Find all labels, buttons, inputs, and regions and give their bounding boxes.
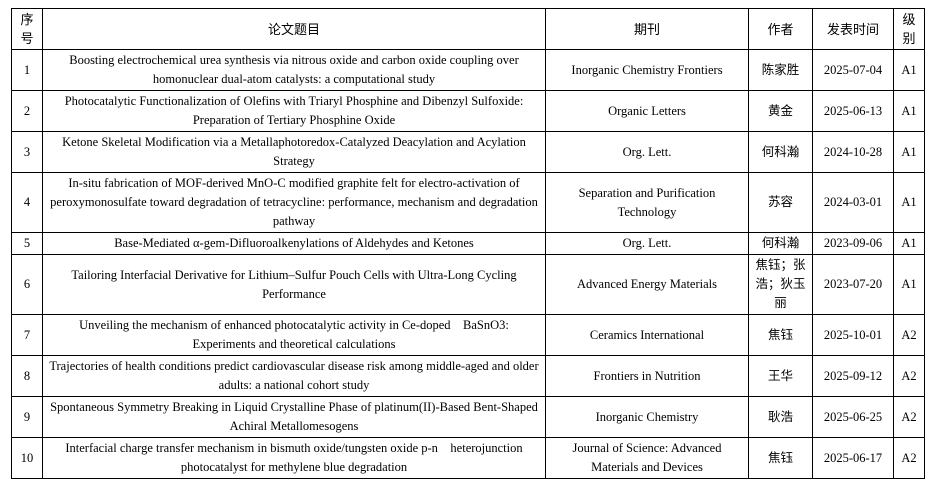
row-number: 7 xyxy=(11,314,43,356)
level-value: A1 xyxy=(893,49,925,91)
level-value: A2 xyxy=(893,314,925,356)
author-name: 焦钰；张浩；狄玉丽 xyxy=(748,254,813,315)
paper-title: Base-Mediated α-gem-Difluoroalkenylation… xyxy=(42,232,546,255)
publish-date: 2024-10-28 xyxy=(812,131,894,173)
header-journal: 期刊 xyxy=(545,8,749,50)
author-name: 陈家胜 xyxy=(748,49,813,91)
author-name: 苏容 xyxy=(748,172,813,233)
level-value: A2 xyxy=(893,355,925,397)
table-row: 1 Boosting electrochemical urea synthesi… xyxy=(11,49,925,91)
row-number: 5 xyxy=(11,232,43,255)
paper-title: Trajectories of health conditions predic… xyxy=(42,355,546,397)
journal-name: Frontiers in Nutrition xyxy=(545,355,749,397)
author-name: 焦钰 xyxy=(748,437,813,479)
author-name: 焦钰 xyxy=(748,314,813,356)
table-row: 4 In-situ fabrication of MOF-derived MnO… xyxy=(11,172,925,233)
table-row: 2 Photocatalytic Functionalization of Ol… xyxy=(11,90,925,132)
publish-date: 2025-10-01 xyxy=(812,314,894,356)
journal-name: Advanced Energy Materials xyxy=(545,254,749,315)
journal-name: Journal of Science: Advanced Materials a… xyxy=(545,437,749,479)
level-value: A1 xyxy=(893,172,925,233)
header-level: 级别 xyxy=(893,8,925,50)
publish-date: 2025-07-04 xyxy=(812,49,894,91)
table-row: 6 Tailoring Interfacial Derivative for L… xyxy=(11,254,925,315)
publish-date: 2023-09-06 xyxy=(812,232,894,255)
author-name: 黄金 xyxy=(748,90,813,132)
journal-name: Org. Lett. xyxy=(545,131,749,173)
journal-name: Organic Letters xyxy=(545,90,749,132)
paper-title: Spontaneous Symmetry Breaking in Liquid … xyxy=(42,396,546,438)
paper-title: Boosting electrochemical urea synthesis … xyxy=(42,49,546,91)
row-number: 8 xyxy=(11,355,43,397)
row-number: 6 xyxy=(11,254,43,315)
level-value: A1 xyxy=(893,131,925,173)
paper-title: Unveiling the mechanism of enhanced phot… xyxy=(42,314,546,356)
row-number: 3 xyxy=(11,131,43,173)
paper-title: Ketone Skeletal Modification via a Metal… xyxy=(42,131,546,173)
row-number: 10 xyxy=(11,437,43,479)
author-name: 耿浩 xyxy=(748,396,813,438)
table-row: 9 Spontaneous Symmetry Breaking in Liqui… xyxy=(11,396,925,438)
publish-date: 2024-03-01 xyxy=(812,172,894,233)
row-number: 4 xyxy=(11,172,43,233)
row-number: 1 xyxy=(11,49,43,91)
journal-name: Inorganic Chemistry Frontiers xyxy=(545,49,749,91)
papers-table: 序号 论文题目 期刊 作者 发表时间 级别 1 Boosting electro… xyxy=(11,8,925,479)
header-date: 发表时间 xyxy=(812,8,894,50)
paper-title: Interfacial charge transfer mechanism in… xyxy=(42,437,546,479)
level-value: A1 xyxy=(893,232,925,255)
paper-title: Photocatalytic Functionalization of Olef… xyxy=(42,90,546,132)
header-title: 论文题目 xyxy=(42,8,546,50)
publish-date: 2025-06-13 xyxy=(812,90,894,132)
level-value: A2 xyxy=(893,437,925,479)
publish-date: 2025-06-17 xyxy=(812,437,894,479)
paper-title: In-situ fabrication of MOF-derived MnO-C… xyxy=(42,172,546,233)
author-name: 王华 xyxy=(748,355,813,397)
journal-name: Inorganic Chemistry xyxy=(545,396,749,438)
level-value: A2 xyxy=(893,396,925,438)
journal-name: Ceramics International xyxy=(545,314,749,356)
table-row: 10 Interfacial charge transfer mechanism… xyxy=(11,437,925,479)
journal-name: Org. Lett. xyxy=(545,232,749,255)
table-row: 3 Ketone Skeletal Modification via a Met… xyxy=(11,131,925,173)
table-row: 8 Trajectories of health conditions pred… xyxy=(11,355,925,397)
journal-name: Separation and Purification Technology xyxy=(545,172,749,233)
level-value: A1 xyxy=(893,90,925,132)
table-row: 7 Unveiling the mechanism of enhanced ph… xyxy=(11,314,925,356)
table-row: 5 Base-Mediated α-gem-Difluoroalkenylati… xyxy=(11,232,925,255)
row-number: 2 xyxy=(11,90,43,132)
paper-title: Tailoring Interfacial Derivative for Lit… xyxy=(42,254,546,315)
row-number: 9 xyxy=(11,396,43,438)
publish-date: 2025-06-25 xyxy=(812,396,894,438)
header-row: 序号 论文题目 期刊 作者 发表时间 级别 xyxy=(11,8,925,50)
author-name: 何科瀚 xyxy=(748,131,813,173)
publish-date: 2025-09-12 xyxy=(812,355,894,397)
publish-date: 2023-07-20 xyxy=(812,254,894,315)
author-name: 何科瀚 xyxy=(748,232,813,255)
level-value: A1 xyxy=(893,254,925,315)
header-author: 作者 xyxy=(748,8,813,50)
header-no: 序号 xyxy=(11,8,43,50)
